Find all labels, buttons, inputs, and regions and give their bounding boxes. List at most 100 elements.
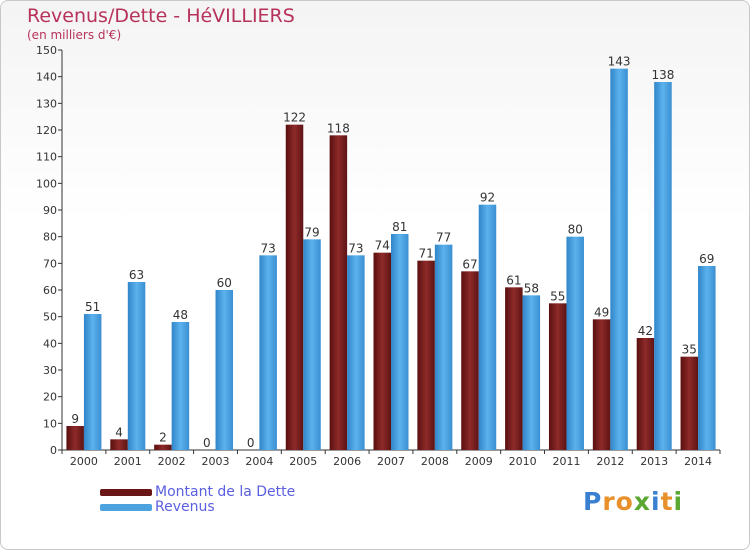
- bar-revenue: [83, 314, 102, 450]
- bar-revenue: [478, 204, 497, 450]
- data-label-debt: 42: [638, 324, 653, 338]
- data-label-debt: 61: [506, 273, 521, 287]
- y-tick-label: 140: [36, 71, 57, 84]
- logo-letter: o: [615, 487, 634, 516]
- logo-letter: x: [633, 487, 651, 516]
- bar-debt: [592, 319, 611, 450]
- bar-revenue: [171, 322, 190, 450]
- x-tick-label: 2013: [640, 455, 668, 468]
- bar-debt: [329, 135, 348, 451]
- x-tick-label: 2008: [421, 455, 449, 468]
- bar-revenue: [610, 68, 628, 451]
- x-tick-label: 2000: [70, 455, 98, 468]
- bar-revenue: [303, 239, 321, 450]
- y-tick-label: 10: [43, 417, 57, 430]
- y-tick-label: 0: [50, 444, 57, 457]
- chart-subtitle: (en milliers d'€): [27, 28, 122, 42]
- x-tick-label: 2009: [465, 455, 493, 468]
- x-tick-label: 2003: [202, 455, 230, 468]
- data-label-debt: 0: [203, 436, 211, 450]
- bar-debt: [680, 356, 699, 450]
- y-tick-label: 40: [43, 337, 57, 350]
- logo-letter: i: [673, 487, 684, 516]
- data-label-debt: 122: [283, 111, 306, 125]
- logo-letter: P: [583, 487, 603, 516]
- y-tick-label: 90: [43, 204, 57, 217]
- data-label-revenue: 73: [261, 241, 276, 255]
- bar-debt: [461, 271, 479, 450]
- data-label-debt: 67: [462, 257, 477, 271]
- data-label-debt: 0: [247, 436, 255, 450]
- y-tick-label: 70: [43, 257, 57, 270]
- x-tick-label: 2002: [158, 455, 186, 468]
- data-label-revenue: 58: [524, 281, 539, 295]
- data-label-revenue: 143: [608, 55, 631, 69]
- data-label-revenue: 81: [392, 220, 407, 234]
- bar-revenue: [347, 255, 365, 450]
- data-label-revenue: 60: [217, 276, 232, 290]
- x-tick-label: 2012: [596, 455, 624, 468]
- y-tick-label: 20: [43, 391, 57, 404]
- data-label-revenue: 51: [85, 300, 100, 314]
- bar-revenue: [434, 244, 453, 450]
- legend-label-debt: Montant de la Dette: [155, 484, 296, 500]
- data-label-revenue: 63: [129, 268, 144, 282]
- data-label-debt: 74: [375, 239, 390, 253]
- data-label-revenue: 80: [568, 223, 583, 237]
- x-tick-label: 2011: [552, 455, 580, 468]
- bar-debt: [636, 338, 655, 450]
- y-tick-label: 130: [36, 97, 57, 110]
- data-label-revenue: 73: [348, 241, 363, 255]
- x-tick-label: 2005: [289, 455, 317, 468]
- bar-debt: [66, 426, 84, 450]
- y-tick-label: 60: [43, 284, 57, 297]
- bar-debt: [110, 439, 128, 450]
- data-label-debt: 118: [327, 121, 350, 135]
- data-label-debt: 35: [682, 343, 697, 357]
- y-tick-label: 30: [43, 364, 57, 377]
- x-tick-label: 2006: [333, 455, 361, 468]
- data-label-revenue: 79: [304, 225, 319, 239]
- bar-debt: [417, 260, 435, 450]
- bar-debt: [505, 287, 523, 450]
- x-tick-label: 2001: [114, 455, 142, 468]
- bar-revenue: [127, 282, 146, 450]
- data-label-revenue: 138: [651, 68, 674, 82]
- data-label-debt: 2: [159, 431, 167, 445]
- bar-revenue: [566, 236, 584, 450]
- bar-revenue: [259, 255, 277, 450]
- bar-debt: [285, 124, 304, 451]
- x-tick-label: 2004: [245, 455, 273, 468]
- data-label-debt: 55: [550, 289, 565, 303]
- x-tick-label: 2007: [377, 455, 405, 468]
- data-label-revenue: 77: [436, 231, 451, 245]
- bar-debt: [548, 303, 567, 450]
- data-label-revenue: 69: [699, 252, 714, 266]
- data-label-revenue: 92: [480, 191, 495, 205]
- bar-revenue: [654, 82, 672, 450]
- y-tick-label: 110: [36, 151, 57, 164]
- y-tick-label: 100: [36, 177, 57, 190]
- y-tick-label: 150: [36, 44, 57, 57]
- data-label-debt: 71: [418, 247, 433, 261]
- y-tick-label: 80: [43, 231, 57, 244]
- bar-revenue: [522, 295, 541, 450]
- y-tick-label: 120: [36, 124, 57, 137]
- logo-letter: i: [651, 487, 661, 516]
- data-label-debt: 4: [115, 425, 123, 439]
- bar-revenue: [698, 266, 716, 450]
- data-label-revenue: 48: [173, 308, 188, 322]
- logo-letter: r: [602, 487, 616, 516]
- chart-title: Revenus/Dette - HéVILLIERS: [27, 5, 295, 27]
- data-label-debt: 9: [71, 412, 79, 426]
- bar-revenue: [391, 234, 409, 450]
- proxiti-logo: Proxiti: [583, 487, 683, 516]
- logo-letter: t: [660, 487, 674, 516]
- legend-swatch-debt: [100, 489, 152, 496]
- legend-swatch-revenue: [100, 504, 152, 511]
- y-tick-label: 50: [43, 311, 57, 324]
- x-tick-label: 2014: [684, 455, 712, 468]
- x-tick-label: 2010: [509, 455, 537, 468]
- bar-debt: [373, 252, 391, 450]
